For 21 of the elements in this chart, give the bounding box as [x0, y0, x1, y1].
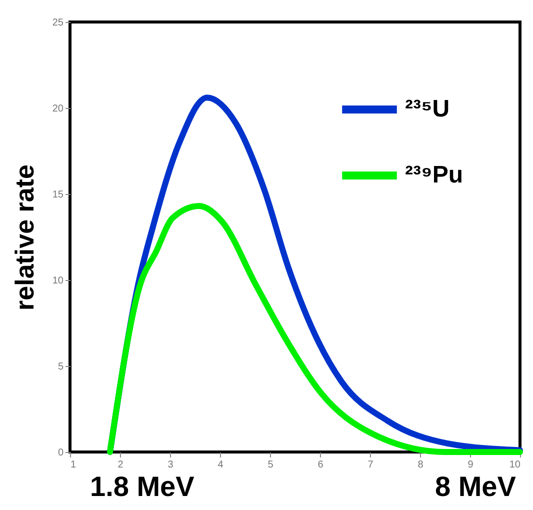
text: 8 MeV	[435, 471, 516, 502]
y-axis-title: relative rate	[9, 164, 40, 310]
y-tick-label: 15	[52, 190, 64, 200]
legend-label: ²³⁹Pu	[405, 162, 464, 188]
y-tick-label: 0	[58, 448, 64, 458]
x-tick-label: 8	[418, 460, 424, 470]
legend-label: ²³⁵U	[405, 96, 450, 122]
x-tick-label: 6	[318, 460, 324, 470]
x-tick-label: 4	[218, 460, 224, 470]
x-tick-label: 1	[70, 460, 76, 470]
text: 1.8 MeV	[90, 471, 195, 502]
y-tick-label: 5	[58, 362, 64, 372]
x-tick-label: 5	[268, 460, 274, 470]
x-tick-label: 9	[468, 460, 474, 470]
x-tick-label: 7	[368, 460, 374, 470]
y-tick-label: 10	[52, 276, 64, 286]
y-tick-label: 25	[52, 18, 64, 28]
x-tick-label: 2	[118, 460, 124, 470]
y-tick-label: 20	[52, 104, 64, 114]
x-tick-label: 3	[168, 460, 174, 470]
x-tick-label: 10	[509, 460, 521, 470]
